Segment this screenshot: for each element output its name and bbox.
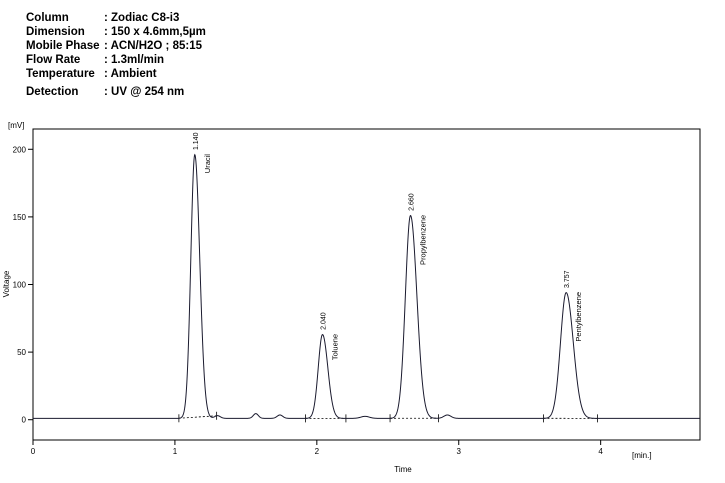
y-tick-label: 150 [13, 213, 27, 222]
x-tick-label: 2 [315, 447, 320, 456]
temperature-label: Temperature [26, 68, 95, 80]
column-value: : Zodiac C8-i3 [104, 12, 180, 24]
x-tick-label: 4 [598, 447, 603, 456]
x-axis-title: Time [394, 465, 412, 474]
temperature-value: : Ambient [104, 68, 157, 80]
y-tick-label: 100 [13, 281, 27, 290]
dimension-label: Dimension [26, 26, 85, 38]
x-unit-label: [min.] [632, 451, 652, 460]
y-unit-label: [mV] [8, 121, 24, 130]
mobile-phase-label: Mobile Phase [26, 40, 100, 52]
x-tick-label: 3 [457, 447, 462, 456]
detection-value: : UV @ 254 nm [104, 86, 185, 98]
detection-label: Detection [26, 86, 79, 98]
peak-compound-label: Uracil [203, 154, 212, 174]
x-axis: 0 1 2 3 4 [31, 440, 603, 456]
flow-rate-value: : 1.3ml/min [104, 54, 165, 66]
flow-rate-label: Flow Rate [26, 54, 81, 66]
peak-compound-label: Pentylbenzene [574, 292, 583, 342]
y-tick-label: 200 [13, 145, 27, 154]
column-label: Column [26, 12, 69, 24]
peak-retention-label: 2.660 [408, 193, 415, 211]
peak-compound-label: Toluene [331, 334, 340, 360]
y-axis-title: Voltage [2, 270, 11, 297]
x-tick-label: 0 [31, 447, 36, 456]
chromatogram-trace [33, 153, 700, 419]
peak-retention-label: 3.757 [564, 270, 571, 288]
mobile-phase-value: : ACN/H2O ; 85:15 [104, 40, 202, 52]
plot-frame [32, 128, 701, 441]
x-tick-label: 1 [173, 447, 178, 456]
peak-compound-label: Propylbenzene [418, 215, 427, 265]
y-tick-label: 50 [17, 348, 26, 357]
peak-baselines [178, 411, 598, 423]
peak-retention-label: 2.040 [321, 312, 328, 330]
y-axis: 0 50 100 150 200 [13, 145, 33, 425]
peak-retention-label: 1.140 [193, 132, 200, 150]
y-tick-label: 0 [22, 416, 27, 425]
dimension-value: : 150 x 4.6mm,5µm [104, 26, 206, 38]
